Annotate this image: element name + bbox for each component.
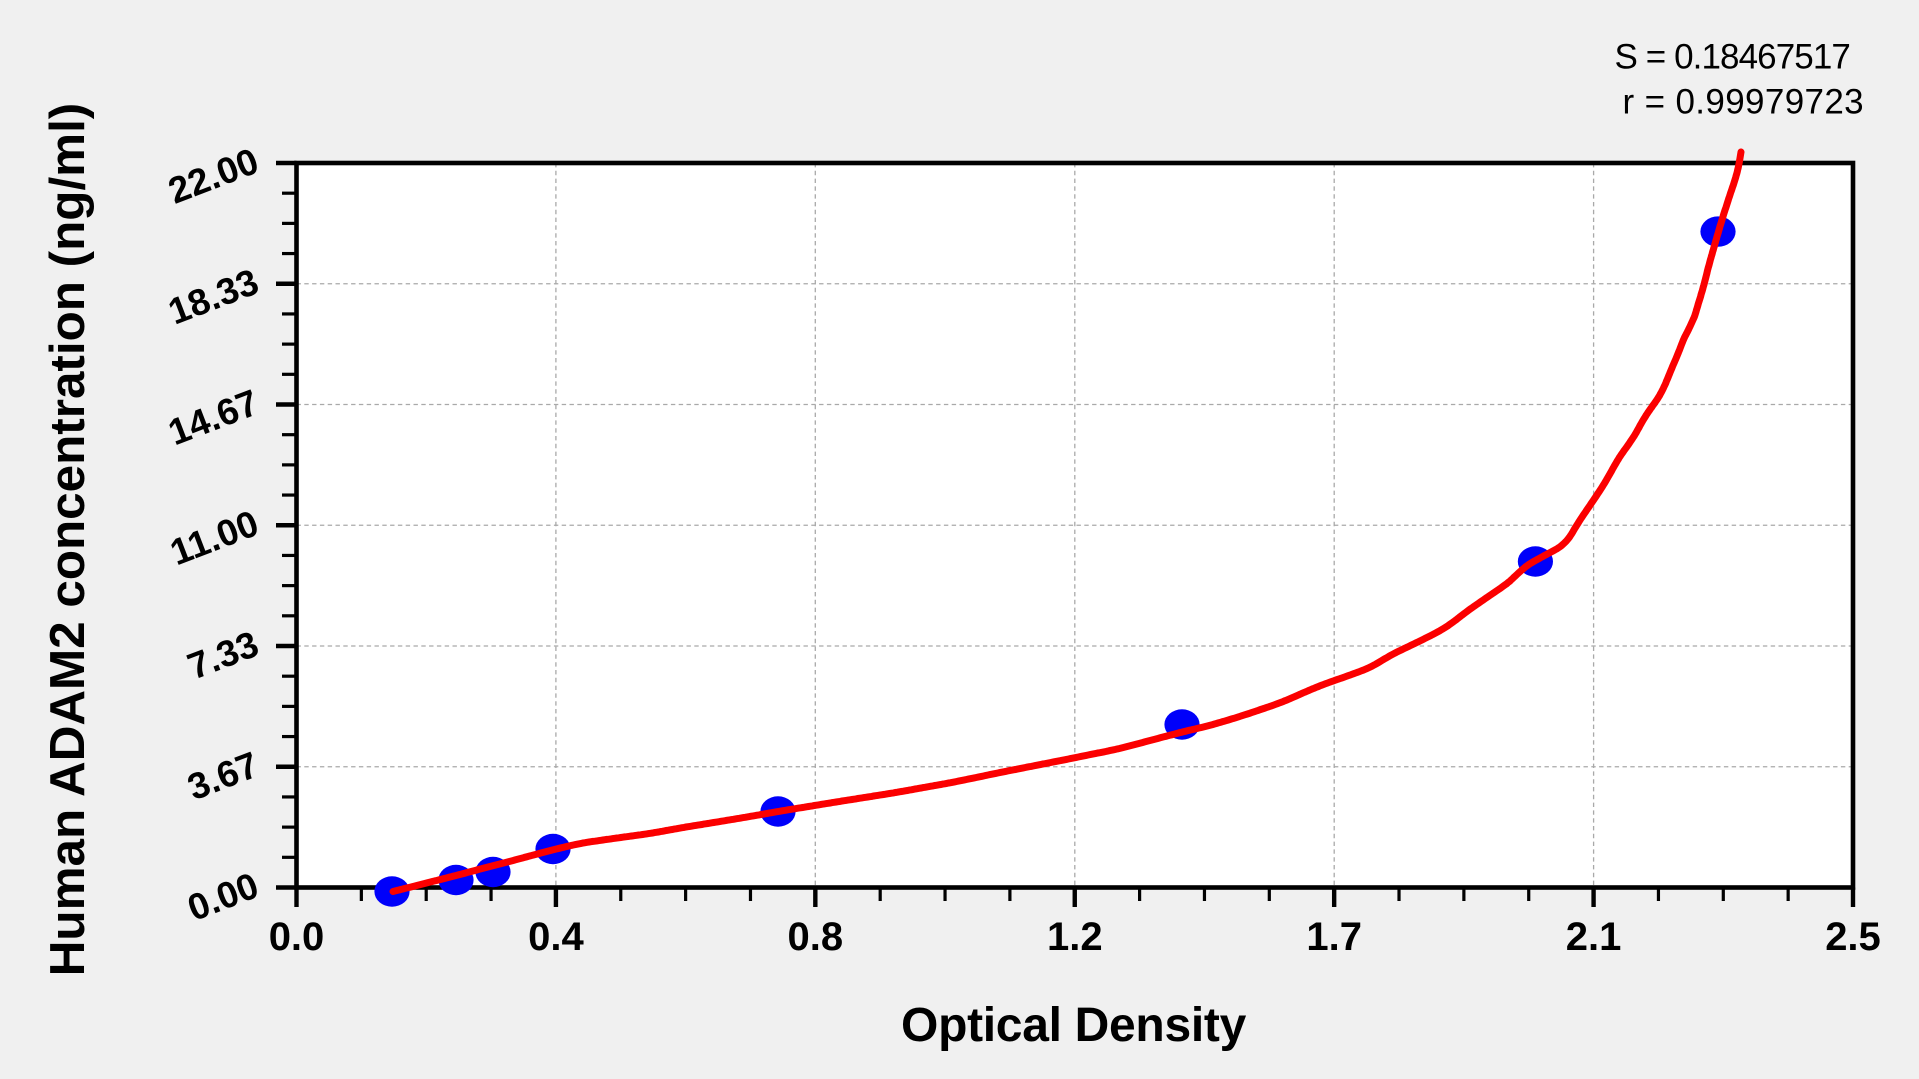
svg-text:14.67: 14.67	[163, 382, 264, 453]
svg-text:r = 0.99979723: r = 0.99979723	[1623, 83, 1865, 122]
svg-text:2.1: 2.1	[1566, 915, 1622, 959]
svg-text:Optical Density: Optical Density	[901, 999, 1247, 1052]
svg-text:0.00: 0.00	[182, 865, 264, 929]
svg-text:22.00: 22.00	[163, 140, 264, 211]
svg-text:3.67: 3.67	[182, 744, 264, 808]
svg-text:0.8: 0.8	[787, 915, 843, 959]
svg-text:1.2: 1.2	[1047, 915, 1103, 959]
svg-text:0.4: 0.4	[528, 915, 584, 959]
svg-text:0.0: 0.0	[269, 915, 325, 959]
svg-text:11.00: 11.00	[165, 502, 264, 573]
svg-text:S = 0.18467517: S = 0.18467517	[1614, 38, 1850, 77]
svg-text:1.7: 1.7	[1306, 915, 1362, 959]
svg-text:2.5: 2.5	[1825, 915, 1881, 959]
svg-text:7.33: 7.33	[182, 623, 264, 687]
svg-text:18.33: 18.33	[163, 261, 264, 332]
svg-text:Human ADAM2 concentration (ng/: Human ADAM2 concentration (ng/ml)	[40, 103, 95, 977]
